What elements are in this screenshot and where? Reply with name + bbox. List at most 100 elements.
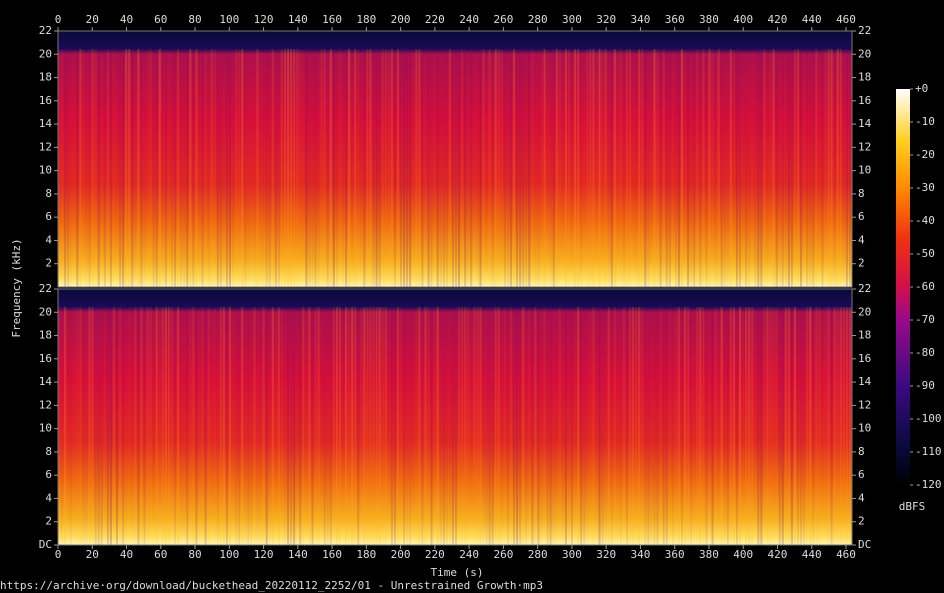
spectrogram-texture (314, 49, 317, 287)
spectrogram-texture (439, 307, 442, 545)
spectrogram-texture (607, 307, 610, 545)
spectrogram-texture (833, 307, 836, 545)
spectrogram-texture (293, 49, 296, 287)
spectrogram-texture (610, 307, 613, 545)
spectrogram-texture (763, 307, 766, 545)
colorbar-tick-label: -20 (915, 148, 935, 161)
spectrogram-texture (522, 49, 525, 287)
x-tick-label: 80 (188, 13, 201, 26)
spectrogram-texture (830, 307, 833, 545)
spectrogram-texture (158, 307, 161, 545)
spectrogram-texture (125, 49, 128, 287)
spectrogram-texture (781, 49, 784, 287)
y-tick-label: 16 (858, 94, 871, 107)
spectrogram-texture (354, 49, 357, 287)
spectrogram-texture (235, 49, 238, 287)
spectrogram-texture (708, 49, 711, 287)
spectrogram-texture (696, 307, 699, 545)
spectrogram-texture (677, 307, 680, 545)
spectrogram-texture (558, 49, 561, 287)
spectrogram-texture (229, 307, 232, 545)
spectrogram-texture (168, 49, 170, 287)
spectrogram-texture (192, 307, 195, 545)
spectrogram-texture (421, 307, 424, 545)
spectrogram-texture (189, 307, 192, 545)
spectrogram-texture (552, 307, 555, 545)
spectrogram-texture (451, 307, 454, 545)
spectrogram-texture (503, 307, 506, 545)
spectrogram-texture (170, 307, 173, 545)
spectrogram-texture (827, 307, 830, 545)
spectrogram-texture (381, 307, 384, 545)
spectrogram-texture (76, 49, 79, 287)
x-tick-label: 300 (562, 548, 582, 561)
spectrogram-texture (522, 307, 525, 545)
spectrogram-texture (232, 307, 234, 545)
spectrogram-texture (384, 49, 387, 287)
spectrogram-texture (735, 49, 738, 287)
spectrogram-texture (778, 49, 781, 287)
x-tick-label: 220 (425, 13, 445, 26)
spectrogram-texture (61, 49, 63, 287)
spectrogram-texture (806, 49, 809, 287)
spectrogram-texture (833, 49, 836, 287)
spectrogram-texture (619, 307, 622, 545)
y-tick-label: 12 (858, 140, 871, 153)
spectrogram-texture (726, 49, 729, 287)
spectrogram-texture (546, 307, 549, 545)
spectrogram-texture (608, 49, 610, 287)
spectrogram-texture (180, 307, 182, 545)
spectrogram-texture (763, 49, 766, 287)
spectrogram-texture (748, 307, 751, 545)
spectrogram-texture (67, 307, 69, 545)
spectrogram-texture (366, 307, 369, 545)
spectrogram-texture (183, 307, 185, 545)
spectrogram-texture (216, 49, 219, 287)
spectrogram-texture (564, 49, 567, 287)
spectrogram-texture (332, 49, 335, 287)
y-tick-label: 22 (39, 24, 52, 37)
spectrogram-texture (455, 307, 457, 545)
spectrogram-texture (534, 49, 536, 287)
spectrogram-texture (555, 49, 558, 287)
spectrogram-texture (467, 307, 470, 545)
spectrogram-texture (153, 307, 155, 545)
y-tick-label: 20 (858, 47, 871, 60)
spectrogram-texture (803, 49, 805, 287)
spectrogram-texture (458, 307, 461, 545)
spectrogram-texture (155, 49, 158, 287)
spectrogram-texture (88, 307, 91, 545)
spectrogram-texture (760, 307, 763, 545)
spectrogram-texture (79, 49, 82, 287)
spectrogram-texture (314, 307, 317, 545)
spectrogram-texture (448, 307, 451, 545)
spectrogram-texture (486, 49, 488, 287)
colorbar-tick-label: -60 (915, 280, 935, 293)
spectrogram-texture (583, 49, 585, 287)
x-tick-label: 140 (288, 13, 308, 26)
spectrogram-texture (702, 307, 705, 545)
spectrogram-texture (660, 307, 662, 545)
spectrogram-texture (82, 307, 85, 545)
x-tick-label: 420 (768, 13, 788, 26)
spectrogram-texture (809, 307, 812, 545)
spectrogram-texture (641, 307, 644, 545)
spectrogram-texture (342, 307, 344, 545)
spectrogram-texture (824, 49, 827, 287)
spectrogram-texture (513, 49, 516, 287)
spectrogram-texture (613, 307, 616, 545)
spectrogram-texture (754, 307, 756, 545)
colorbar (896, 89, 910, 485)
spectrogram-texture (91, 307, 94, 545)
spectrogram-texture (351, 307, 354, 545)
spectrogram-texture (265, 49, 268, 287)
spectrogram-texture (369, 49, 372, 287)
spectrogram-texture (106, 307, 109, 545)
spectrogram-texture (525, 49, 528, 287)
spectrogram-texture (238, 49, 241, 287)
spectrogram-texture (668, 307, 671, 545)
spectrogram-texture (387, 49, 390, 287)
spectrogram-texture (797, 49, 800, 287)
spectrogram-texture (635, 307, 638, 545)
y-tick-label: 22 (39, 282, 52, 295)
